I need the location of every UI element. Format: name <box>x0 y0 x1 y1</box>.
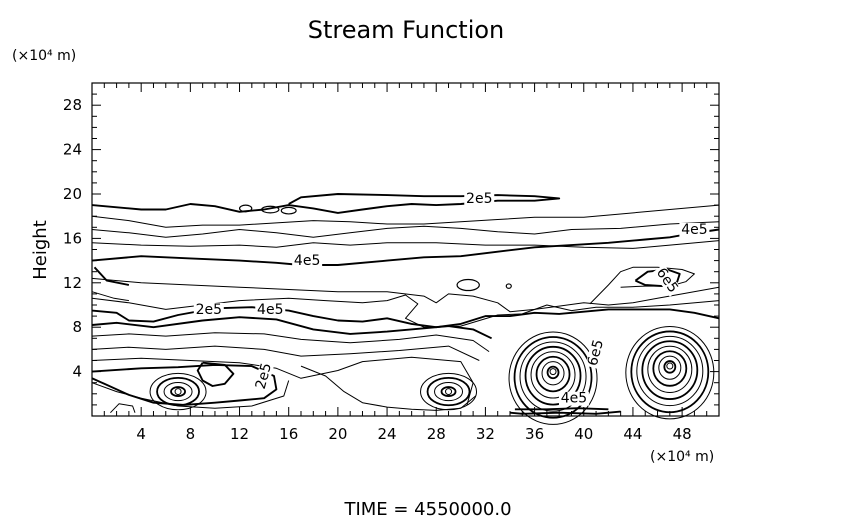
y-tick-label: 20 <box>63 185 82 203</box>
x-unit-label: (×10⁴ m) <box>650 449 714 465</box>
y-tick-label: 12 <box>63 274 82 292</box>
y-tick-label: 28 <box>63 96 82 114</box>
eddy-ring <box>625 325 715 420</box>
x-axis: 4 8 12 16 20 24 28 32 36 40 44 48 <box>103 83 708 443</box>
contour-label-text: 4e5 <box>561 391 587 407</box>
x-tick-label: 44 <box>623 425 642 443</box>
eddy-ring <box>156 376 200 407</box>
eddy-ring <box>426 376 471 407</box>
contour-line <box>110 403 136 414</box>
y-tick-label: 24 <box>63 141 82 159</box>
contour-label: 4e5 <box>292 253 323 269</box>
contour-island <box>280 206 297 215</box>
chart-title: Stream Function <box>308 16 505 44</box>
x-tick-label: 8 <box>186 425 196 443</box>
eddy-ring <box>546 365 560 380</box>
x-tick-label: 28 <box>427 425 446 443</box>
x-tick-label: 20 <box>328 425 347 443</box>
contour-label: 4e5 <box>679 222 710 238</box>
contour-line <box>91 221 720 238</box>
x-tick-label: 16 <box>279 425 298 443</box>
x-tick-label: 12 <box>230 425 249 443</box>
eddy-ring <box>519 341 587 412</box>
eddy-ring <box>149 372 207 411</box>
contour-label-text: 4e5 <box>681 222 707 238</box>
eddy-ring <box>434 381 464 402</box>
eddy-core <box>174 388 182 396</box>
x-tick-label: 32 <box>476 425 495 443</box>
contour-line <box>514 407 609 411</box>
contour-island <box>456 278 480 292</box>
eddy-ring <box>513 336 593 419</box>
contour-line <box>91 380 290 409</box>
eddy-ring <box>524 345 582 406</box>
eddy-ring <box>530 351 576 399</box>
contour-line <box>91 193 561 214</box>
eddy-ring <box>636 335 704 407</box>
eddy-core <box>666 362 674 370</box>
eddy-ring <box>163 381 193 402</box>
contour-label-text: 4e5 <box>294 253 320 269</box>
contour-line <box>91 204 720 228</box>
contour-lines <box>91 193 720 415</box>
eddy-core <box>549 368 557 376</box>
contour-line <box>91 316 493 340</box>
x-tick-label: 48 <box>673 425 692 443</box>
eddy-ring <box>663 360 677 374</box>
contour-label: 6e5 <box>585 336 607 370</box>
x-tick-label: 4 <box>136 425 146 443</box>
x-tick-label: 36 <box>525 425 544 443</box>
contour-line <box>91 332 490 353</box>
contour-label: 2e5 <box>253 359 275 393</box>
y-tick-label: 4 <box>72 363 82 381</box>
time-readout: TIME = 4550000.0 <box>343 499 511 519</box>
contour-line <box>91 294 720 328</box>
contour-line <box>91 356 474 406</box>
contour-label-text: 6e5 <box>585 338 607 368</box>
contour-line <box>91 228 720 266</box>
y-axis: 4 8 12 16 20 24 28 <box>63 93 719 406</box>
contour-line <box>91 306 720 329</box>
eddy-ring <box>541 361 565 386</box>
contour-line <box>509 410 621 415</box>
contour-line <box>93 266 130 286</box>
eddy-rings <box>149 325 715 425</box>
contour-label: 4e5 <box>255 302 286 318</box>
y-tick-label: 8 <box>72 318 82 336</box>
eddy-ring <box>652 350 688 387</box>
contour-label: 2e5 <box>464 191 495 207</box>
eddy-ring <box>641 340 699 400</box>
contour-line <box>196 361 235 387</box>
y-axis-label: Height <box>30 220 51 280</box>
contour-line <box>91 277 720 313</box>
eddy-ring <box>647 345 693 393</box>
eddy-ring <box>420 372 478 411</box>
y-unit-label: (×10⁴ m) <box>12 48 76 64</box>
eddy-ring <box>535 355 571 393</box>
contour-line <box>634 268 681 288</box>
contour-line <box>91 363 278 406</box>
contour-label-text: 2e5 <box>466 191 492 207</box>
contour-island <box>238 204 253 213</box>
eddy-ring <box>170 386 186 397</box>
contour-line <box>91 240 720 249</box>
contour-line <box>91 291 129 302</box>
contour-island <box>261 205 280 214</box>
contour-line <box>91 345 480 361</box>
contour-label-text: 2e5 <box>196 302 222 318</box>
eddy-ring <box>440 386 457 397</box>
contour-label-text: 2e5 <box>253 361 275 391</box>
contour-label-text: 4e5 <box>257 302 283 318</box>
x-tick-label: 24 <box>378 425 397 443</box>
eddy-ring <box>508 331 598 425</box>
eddy-core <box>445 388 453 396</box>
contour-label: 4e5 <box>558 391 589 407</box>
x-tick-label: 40 <box>574 425 593 443</box>
y-tick-label: 16 <box>63 229 82 247</box>
contour-label: 2e5 <box>193 302 224 318</box>
contour-island <box>505 283 512 289</box>
eddy-ring <box>658 355 682 380</box>
